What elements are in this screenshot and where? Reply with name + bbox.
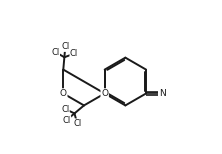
Text: O: O [101,89,108,98]
Text: Cl: Cl [51,48,59,57]
Text: Cl: Cl [70,49,78,58]
Text: O: O [60,89,67,98]
Text: Cl: Cl [61,105,69,113]
Text: Cl: Cl [73,119,81,128]
Text: Cl: Cl [61,43,69,51]
Text: N: N [159,89,166,98]
Text: Cl: Cl [62,116,71,125]
